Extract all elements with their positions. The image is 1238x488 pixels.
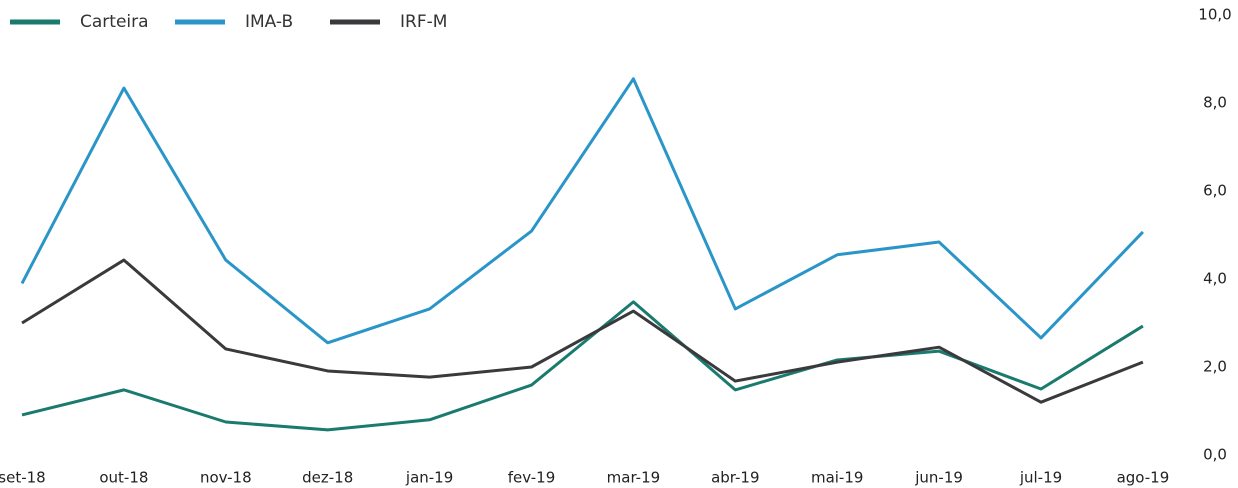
legend-label: Carteira	[80, 12, 149, 32]
x-tick-label: abr-19	[711, 469, 759, 487]
y-tick-label: 8,0	[1203, 94, 1227, 112]
x-tick-label: jun-19	[914, 469, 963, 487]
x-tick-label: mai-19	[811, 469, 863, 487]
y-tick-label: 4,0	[1203, 270, 1227, 288]
x-tick-label: jan-19	[405, 469, 453, 487]
y-tick-label: 6,0	[1203, 182, 1227, 200]
x-tick-label: mar-19	[607, 469, 661, 487]
legend-label: IMA-B	[245, 12, 293, 32]
x-tick-label: set-18	[0, 469, 46, 487]
x-tick-label: jul-19	[1019, 469, 1062, 487]
y-tick-label: 2,0	[1203, 358, 1227, 376]
series-line	[21, 258, 1144, 404]
x-tick-label: fev-19	[508, 469, 555, 487]
series-line	[20, 77, 1144, 345]
y-tick-label: 0,0	[1203, 446, 1227, 464]
x-tick-label: nov-18	[200, 469, 252, 487]
legend-label: IRF-M	[400, 12, 447, 32]
x-tick-label: ago-19	[1117, 469, 1170, 487]
y-tick-label: 10,0	[1198, 6, 1231, 24]
x-tick-label: out-18	[99, 469, 148, 487]
x-tick-label: dez-18	[302, 469, 353, 487]
